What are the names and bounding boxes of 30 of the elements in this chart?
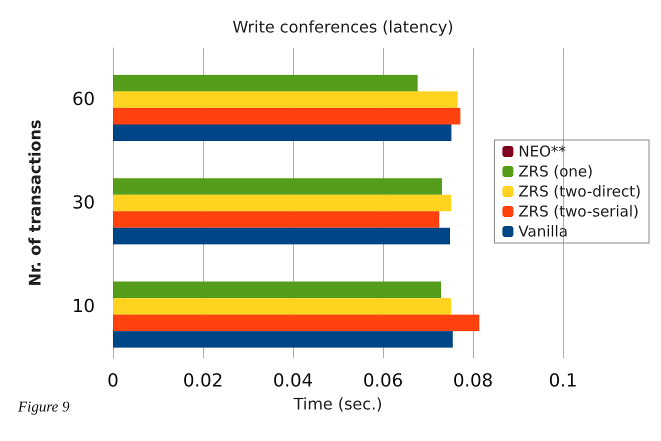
bar xyxy=(113,194,451,212)
bar xyxy=(113,298,451,315)
legend-label: NEO** xyxy=(518,142,566,160)
x-tick-label: 0.06 xyxy=(362,370,404,392)
legend-label: ZRS (two-serial) xyxy=(518,202,639,220)
bar xyxy=(113,228,450,244)
bar xyxy=(113,124,452,141)
legend-label: ZRS (two-direct) xyxy=(518,182,641,200)
bar xyxy=(113,314,480,332)
y-tick-label: 30 xyxy=(72,192,95,214)
x-tick-label: 0.1 xyxy=(548,370,578,392)
bar xyxy=(113,74,418,92)
y-axis-title: Nr. of transactions xyxy=(26,120,44,286)
x-tick-label: 0.08 xyxy=(452,370,494,392)
bar xyxy=(113,211,440,228)
bar xyxy=(113,108,460,124)
bar xyxy=(113,282,442,298)
y-tick-label: 60 xyxy=(72,89,95,110)
x-axis-title: Time (sec.) xyxy=(292,394,382,414)
x-tick-label: 0 xyxy=(107,370,119,392)
bar xyxy=(113,331,453,348)
legend-label: Vanilla xyxy=(518,222,568,240)
chart-title: Write conferences (latency) xyxy=(232,18,454,36)
y-tick-label: 10 xyxy=(72,296,95,317)
caption: Figure 9 xyxy=(17,400,70,416)
bar xyxy=(113,178,442,195)
x-tick-label: 0.02 xyxy=(182,370,224,392)
x-tick-label: 0.04 xyxy=(272,370,314,392)
bar xyxy=(113,91,458,108)
legend-label: ZRS (one) xyxy=(518,162,594,180)
